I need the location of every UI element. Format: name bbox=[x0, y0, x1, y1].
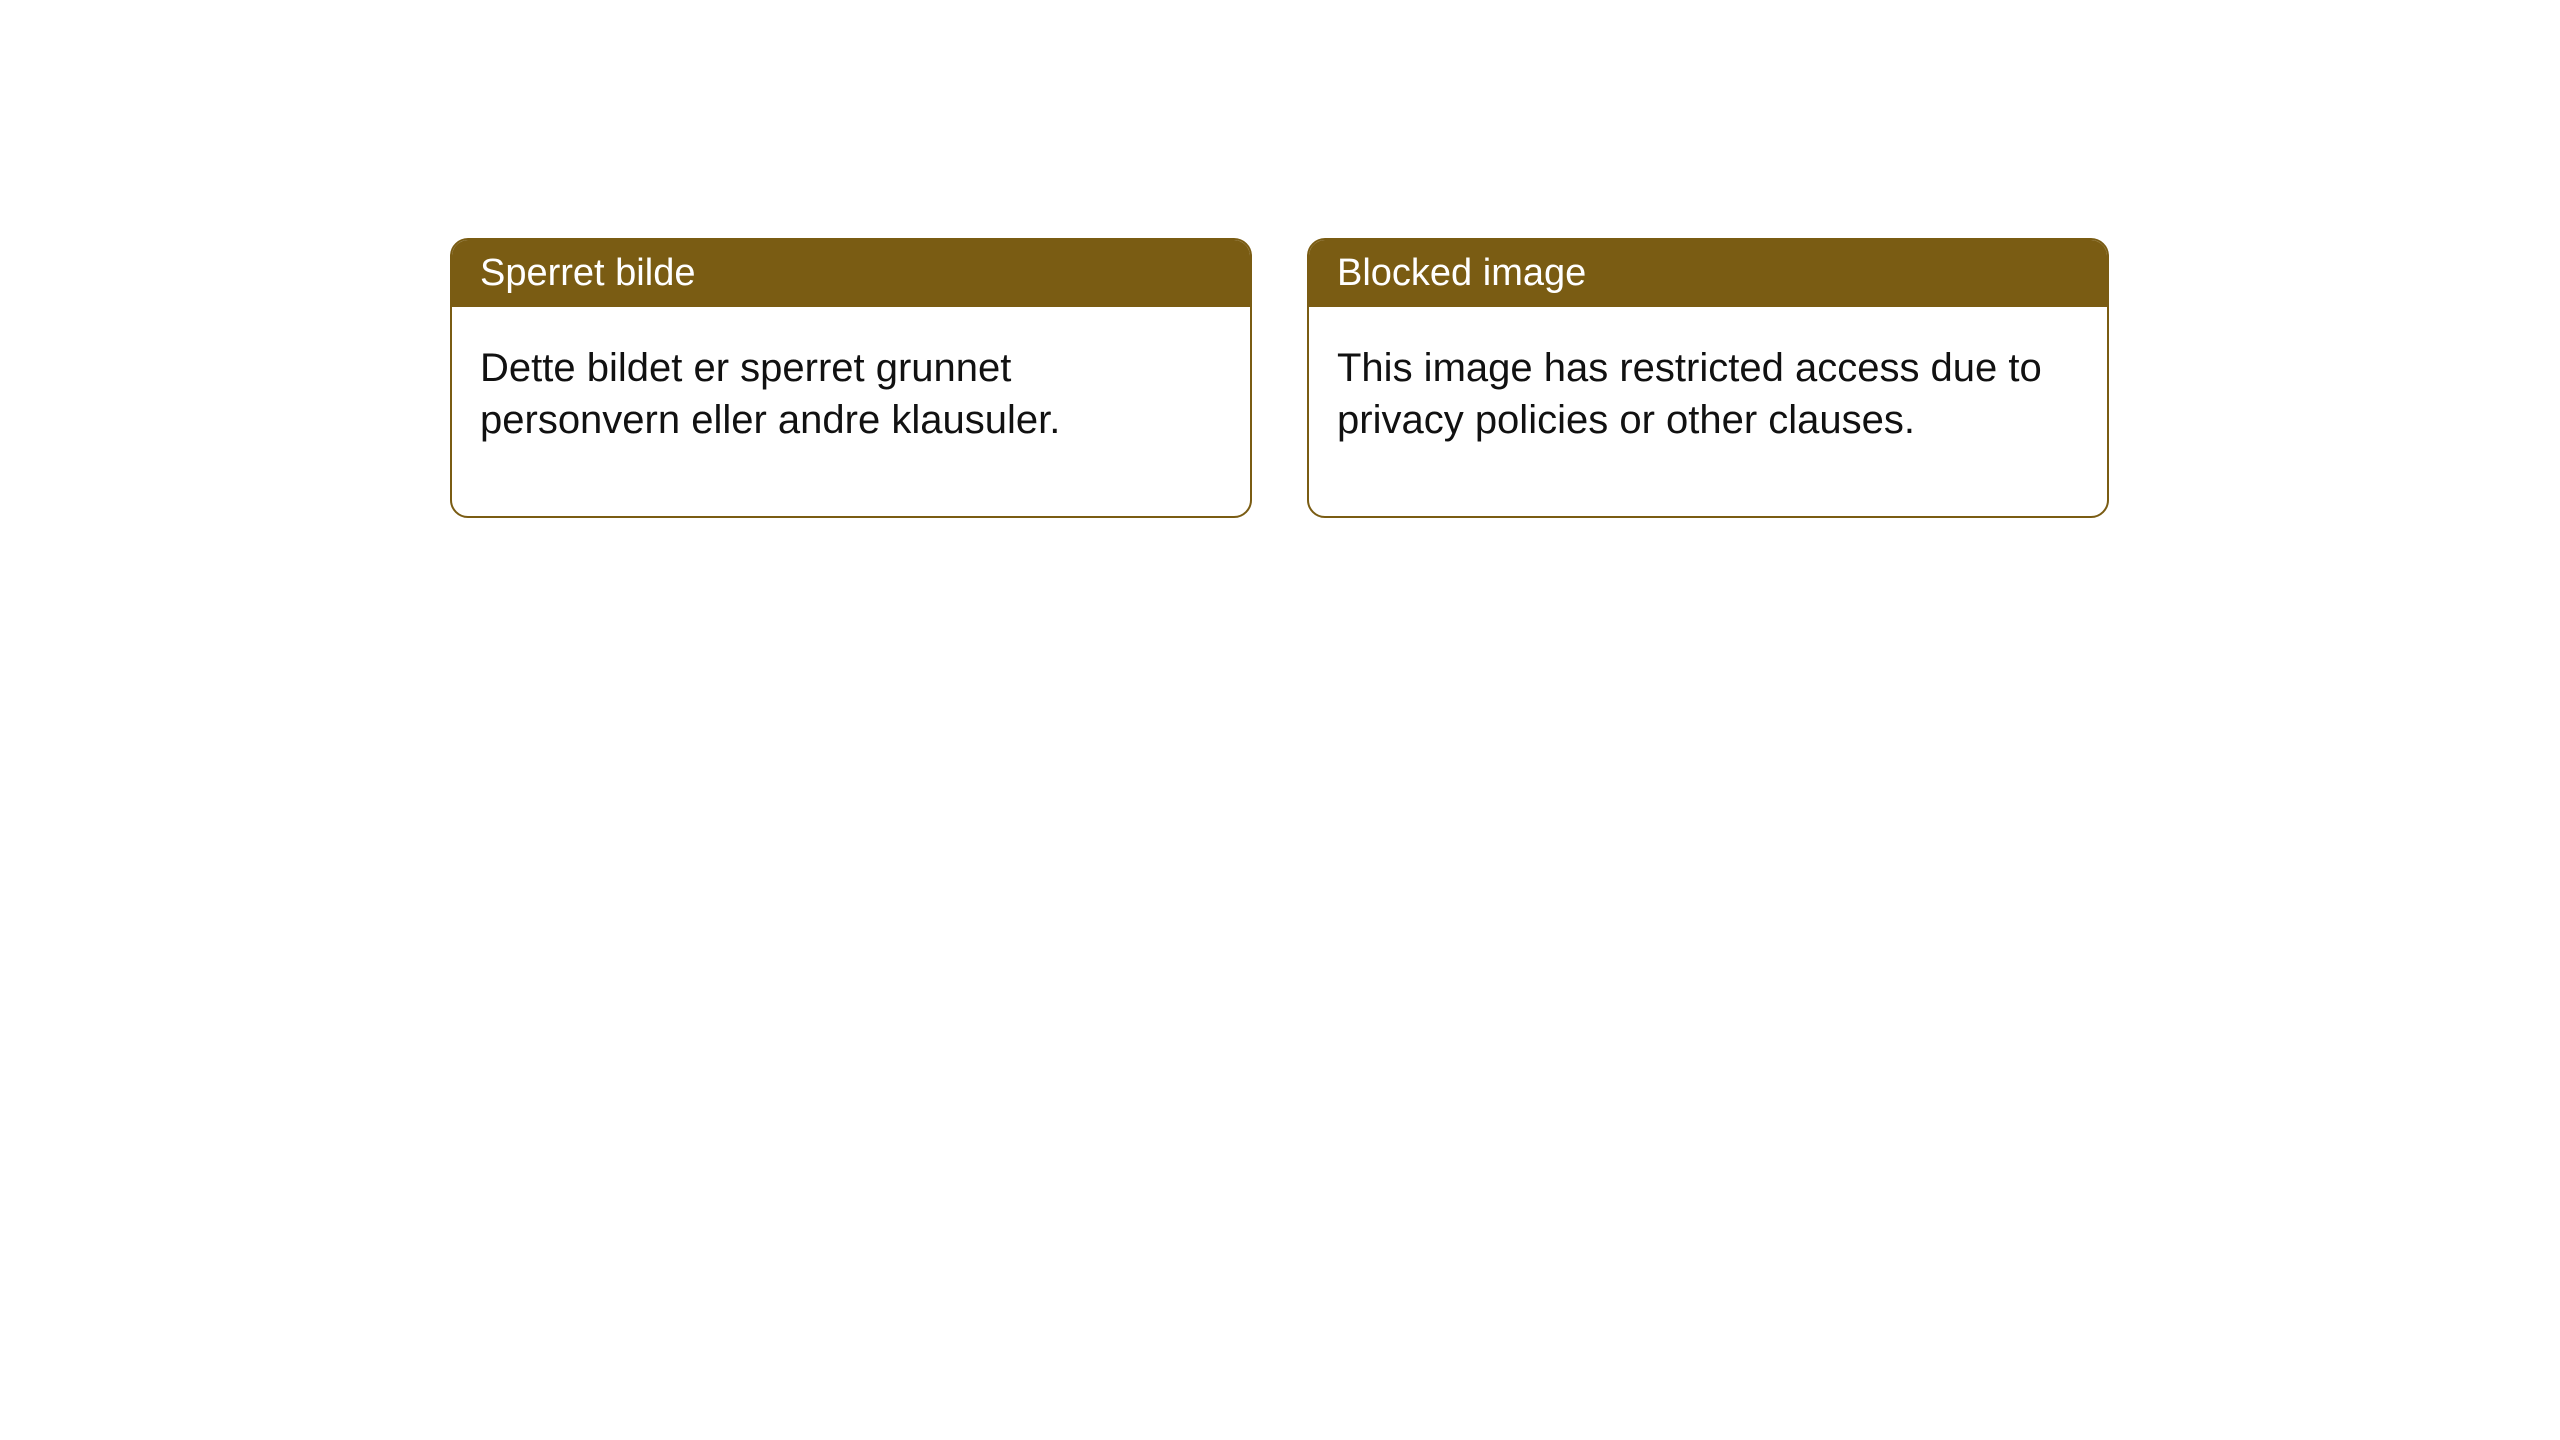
notice-card-row: Sperret bilde Dette bildet er sperret gr… bbox=[450, 238, 2109, 518]
notice-card-en: Blocked image This image has restricted … bbox=[1307, 238, 2109, 518]
notice-card-body: This image has restricted access due to … bbox=[1309, 307, 2107, 516]
notice-card-title: Sperret bilde bbox=[452, 240, 1250, 307]
notice-card-body: Dette bildet er sperret grunnet personve… bbox=[452, 307, 1250, 516]
notice-card-title: Blocked image bbox=[1309, 240, 2107, 307]
notice-card-no: Sperret bilde Dette bildet er sperret gr… bbox=[450, 238, 1252, 518]
